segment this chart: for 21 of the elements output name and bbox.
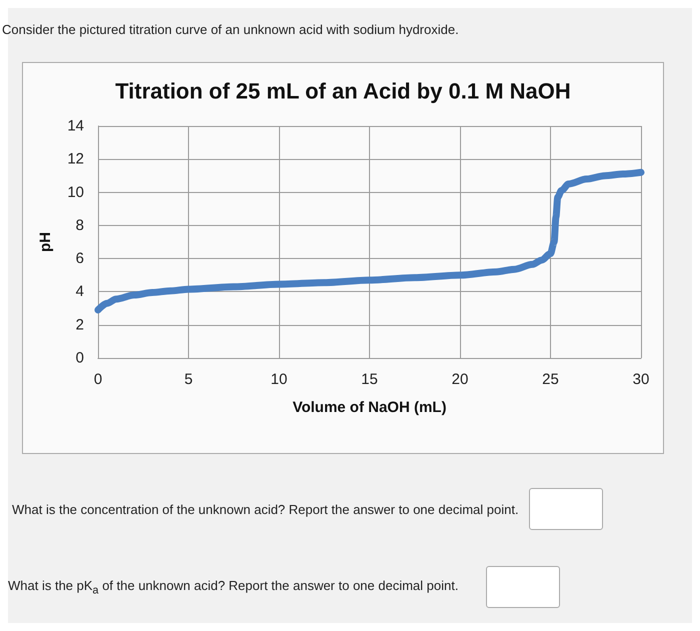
- text: What is the pK$_{a}$ of the unknown acid? Report the answer to one decimal point.: [8, 578, 458, 596]
- x-tick-label: 0: [94, 371, 102, 388]
- text: What is the concentration of the unknown acid? Report the answer to one decimal point.: [12, 502, 519, 516]
- y-tick-label: 8: [76, 216, 84, 234]
- x-tick-label: 20: [452, 371, 468, 388]
- text: Consider the pictured titration curve of an unknown acid with sodium hydroxide.: [2, 22, 459, 37]
- x-tick-label: 30: [632, 371, 650, 388]
- y-tick-label: 6: [76, 250, 84, 268]
- x-tick-label: 10: [270, 371, 288, 388]
- y-tick-label: 2: [76, 316, 84, 334]
- y-tick-label: 0: [76, 350, 84, 366]
- y-tick-label: 14: [67, 118, 84, 134]
- x-tick-label: 25: [542, 371, 559, 388]
- y-axis-title: pH: [37, 232, 54, 252]
- y-tick-label: 12: [67, 150, 84, 168]
- chart-title: Titration of 25 mL of an Acid by 0.1 M NaOH: [115, 78, 571, 104]
- x-tick-label: 5: [184, 371, 193, 388]
- x-axis-title: Volume of NaOH (mL): [292, 399, 446, 416]
- y-tick-label: 4: [76, 283, 84, 300]
- x-tick-label: 15: [361, 371, 378, 388]
- y-tick-label: 10: [67, 184, 84, 201]
